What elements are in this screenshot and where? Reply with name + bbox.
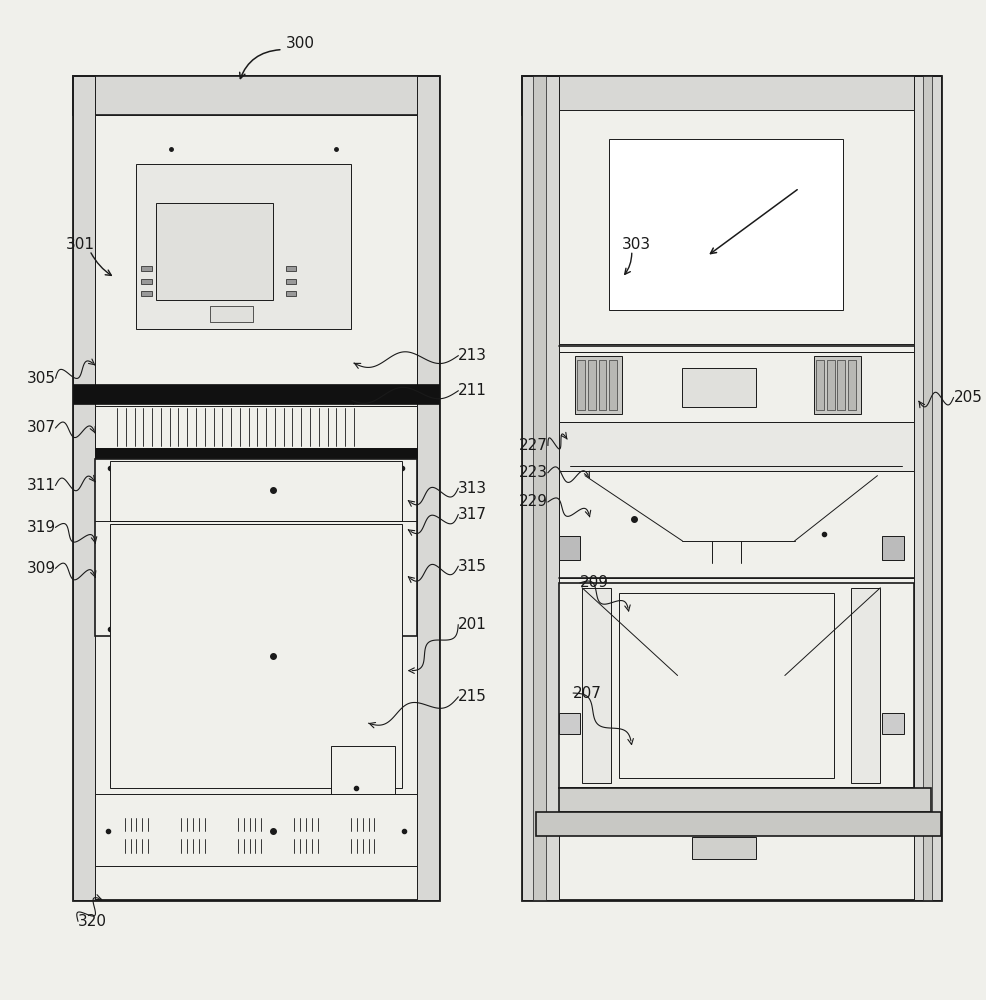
Text: 211: 211 [458, 383, 487, 398]
Bar [599, 360, 605, 410]
Bar [209, 306, 253, 322]
Text: 223: 223 [519, 465, 547, 480]
Text: 317: 317 [458, 507, 487, 522]
Bar [95, 448, 417, 458]
Bar [141, 279, 152, 284]
Bar [73, 76, 439, 115]
Bar [535, 812, 940, 836]
Bar [95, 406, 417, 448]
Text: 213: 213 [458, 348, 487, 363]
Bar [813, 356, 860, 414]
Bar [73, 76, 95, 900]
Text: 305: 305 [27, 371, 55, 386]
Bar [558, 713, 580, 734]
Text: 229: 229 [519, 494, 547, 509]
Text: 201: 201 [458, 617, 487, 632]
Bar [608, 360, 616, 410]
Bar [681, 368, 755, 407]
Text: 307: 307 [27, 420, 55, 435]
Bar [691, 837, 755, 859]
Bar [558, 654, 580, 675]
Text: 303: 303 [621, 237, 651, 252]
Text: 319: 319 [27, 520, 55, 535]
Text: 311: 311 [27, 478, 55, 493]
Bar [73, 384, 439, 404]
Bar [913, 76, 940, 900]
Bar [73, 76, 439, 900]
Bar [141, 291, 152, 296]
Bar [837, 360, 844, 410]
Bar [582, 588, 610, 783]
Bar [881, 536, 903, 560]
Bar [558, 110, 913, 344]
Text: 300: 300 [285, 36, 315, 51]
Text: 315: 315 [458, 559, 487, 574]
Bar [521, 76, 940, 115]
Bar [558, 788, 930, 812]
Bar [588, 360, 596, 410]
Bar [95, 115, 417, 393]
Bar [558, 422, 913, 471]
Bar [881, 654, 903, 675]
Bar [558, 583, 913, 788]
Text: 313: 313 [458, 481, 487, 496]
Bar [110, 524, 401, 788]
Text: 205: 205 [952, 390, 981, 405]
Bar [285, 291, 296, 296]
Bar [608, 139, 842, 310]
Bar [575, 356, 621, 414]
Bar [95, 794, 417, 866]
Bar [577, 360, 585, 410]
Bar [331, 746, 394, 812]
Text: 320: 320 [78, 914, 106, 929]
Text: 209: 209 [580, 575, 608, 590]
Bar [618, 593, 833, 778]
Bar [922, 76, 931, 900]
Bar [417, 76, 439, 900]
Bar [881, 713, 903, 734]
Bar [136, 164, 351, 329]
Bar [881, 586, 903, 607]
Bar [847, 360, 855, 410]
Text: 215: 215 [458, 689, 487, 704]
Bar [285, 266, 296, 271]
Bar [156, 203, 273, 300]
Bar [558, 471, 913, 578]
Bar [285, 279, 296, 284]
Text: 301: 301 [66, 237, 96, 252]
Text: 227: 227 [519, 438, 547, 453]
Text: 207: 207 [573, 686, 601, 701]
Bar [521, 76, 558, 900]
Bar [558, 352, 913, 422]
Bar [826, 360, 834, 410]
Bar [141, 266, 152, 271]
Bar [850, 588, 880, 783]
Bar [815, 360, 823, 410]
Bar [532, 76, 545, 900]
Text: 309: 309 [27, 561, 55, 576]
Bar [110, 461, 401, 521]
Bar [558, 586, 580, 607]
Bar [521, 76, 940, 900]
Bar [95, 459, 417, 636]
Bar [558, 536, 580, 560]
